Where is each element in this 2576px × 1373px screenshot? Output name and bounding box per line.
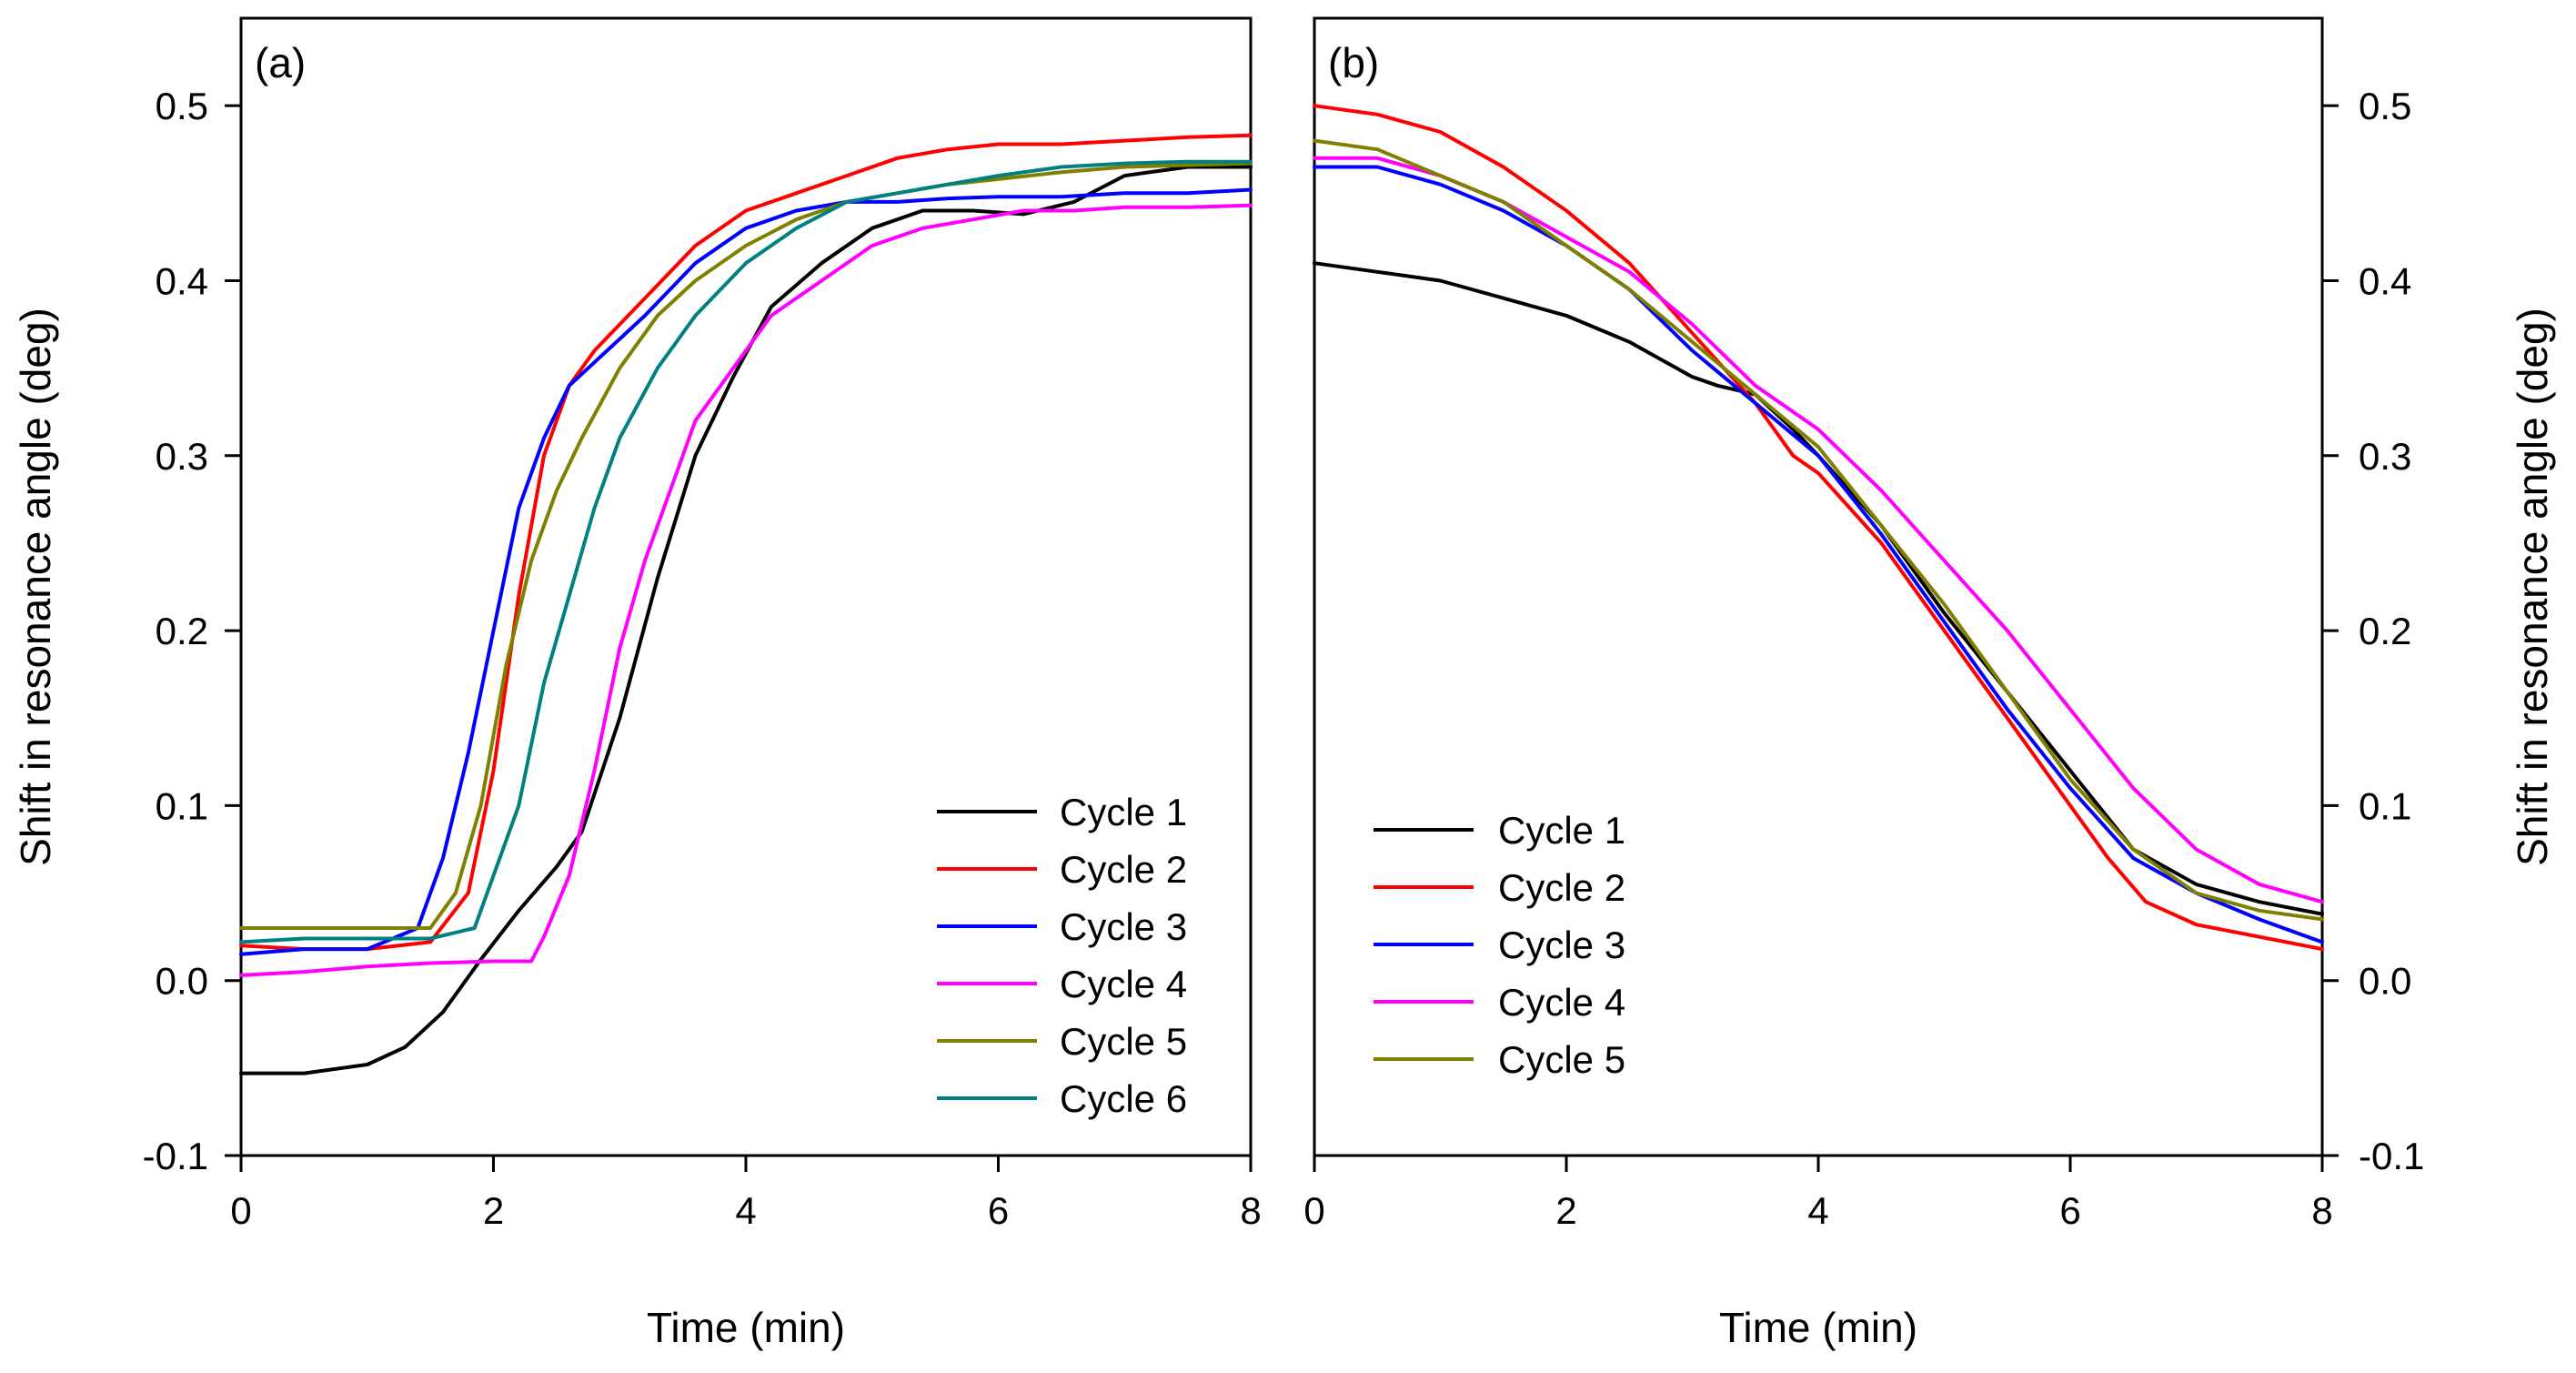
x-tick-label: 8 <box>2311 1189 2332 1232</box>
panel-label: (b) <box>1328 39 1379 86</box>
series-line-cycle-2 <box>239 133 1253 952</box>
x-tick-label: 0 <box>1303 1189 1324 1232</box>
chart-panel-a: 0 2 4 6 8 -0.1 0.0 0.1 0.2 0.3 0.4 0.5 Time (min) Shi… <box>12 16 1262 1351</box>
series-line-cycle-3 <box>1313 165 2324 944</box>
chart-panel-b: 0 2 4 6 8 -0.1 0.0 0.1 0.2 0.3 0.4 0.5 Time (min) Shi… <box>1303 16 2556 1351</box>
x-tick-label: 6 <box>988 1189 1009 1232</box>
panel-label: (a) <box>255 39 306 86</box>
series-line-cycle-4 <box>239 203 1253 977</box>
y-tick-label: 0.3 <box>2359 435 2411 478</box>
x-axis-title: Time (min) <box>1719 1304 1917 1351</box>
legend-label: Cycle 4 <box>1060 963 1187 1005</box>
x-tick-label: 2 <box>483 1189 504 1232</box>
y-tick-label: 0.5 <box>2359 85 2411 127</box>
y-axis-title: Shift in resonance angle (deg) <box>2509 308 2556 866</box>
x-tick-label: 6 <box>2059 1189 2080 1232</box>
legend-label: Cycle 1 <box>1060 791 1187 833</box>
y-tick-label: 0.1 <box>156 784 208 827</box>
legend-label: Cycle 5 <box>1498 1038 1625 1081</box>
y-tick-label: -0.1 <box>2359 1135 2424 1177</box>
legend-label: Cycle 1 <box>1498 809 1625 852</box>
x-tick-label: 8 <box>1240 1189 1261 1232</box>
series-line-cycle-5 <box>239 161 1253 930</box>
series-line-cycle-2 <box>1313 104 2324 952</box>
legend-label: Cycle 2 <box>1498 866 1625 909</box>
y-tick-label: 0.4 <box>156 259 208 302</box>
x-tick-label: 4 <box>735 1189 756 1232</box>
x-tick-label: 0 <box>230 1189 251 1232</box>
x-tick-label: 2 <box>1555 1189 1576 1232</box>
y-tick-label: -0.1 <box>143 1135 208 1177</box>
series-line-cycle-3 <box>239 187 1253 956</box>
y-tick-label: 0.0 <box>156 960 208 1003</box>
y-tick-label: 0.1 <box>2359 784 2411 827</box>
y-tick-label: 0.0 <box>2359 960 2411 1003</box>
legend-label: Cycle 3 <box>1060 905 1187 948</box>
legend-label: Cycle 3 <box>1498 924 1625 966</box>
legend-label: Cycle 5 <box>1060 1020 1187 1063</box>
legend-label: Cycle 4 <box>1498 981 1625 1024</box>
legend-label: Cycle 6 <box>1060 1077 1187 1120</box>
y-tick-label: 0.2 <box>2359 610 2411 652</box>
x-tick-label: 4 <box>1807 1189 1828 1232</box>
y-axis-title: Shift in resonance angle (deg) <box>12 308 59 866</box>
series-line-cycle-6 <box>239 159 1253 944</box>
y-tick-label: 0.2 <box>156 610 208 652</box>
y-tick-label: 0.3 <box>156 435 208 478</box>
y-tick-label: 0.4 <box>2359 259 2411 302</box>
y-tick-label: 0.5 <box>156 85 208 127</box>
x-axis-title: Time (min) <box>647 1304 845 1351</box>
plot-frame <box>1313 16 2324 1157</box>
series-line-cycle-5 <box>1313 138 2324 922</box>
series-line-cycle-4 <box>1313 156 2324 904</box>
legend-label: Cycle 2 <box>1060 848 1187 891</box>
series-line-cycle-1 <box>1313 261 2324 916</box>
